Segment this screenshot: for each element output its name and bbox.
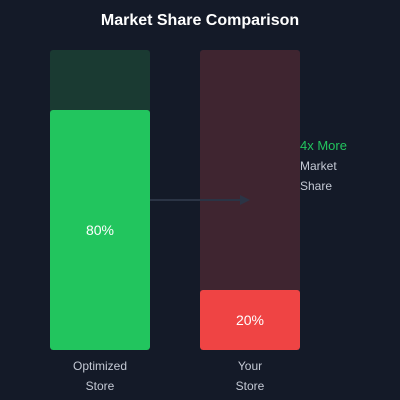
annotation-highlight: 4x More (300, 138, 347, 153)
annotation-line-3: Share (300, 179, 333, 193)
category-label-your-store: Your Store (200, 356, 300, 396)
annotation-line-2: Market (300, 159, 337, 173)
bar-your-store: 20% (200, 290, 300, 350)
category-label-line-1: Optimized (72, 359, 128, 373)
category-label-line-2: Store (235, 379, 265, 393)
annotation: 4x More Market Share (300, 136, 400, 196)
chart-title: Market Share Comparison (100, 12, 300, 29)
category-label-optimized: Optimized Store (50, 356, 150, 396)
bar-value-label-optimized: 80% (85, 222, 115, 238)
category-label-line-1: Your (237, 359, 263, 373)
category-label-line-2: Store (85, 379, 115, 393)
bar-track-optimized: 80% (50, 50, 150, 350)
comparison-arrow-icon (150, 195, 250, 205)
bar-value-label-your-store: 20% (235, 312, 265, 328)
bar-optimized-store: 80% (50, 110, 150, 350)
